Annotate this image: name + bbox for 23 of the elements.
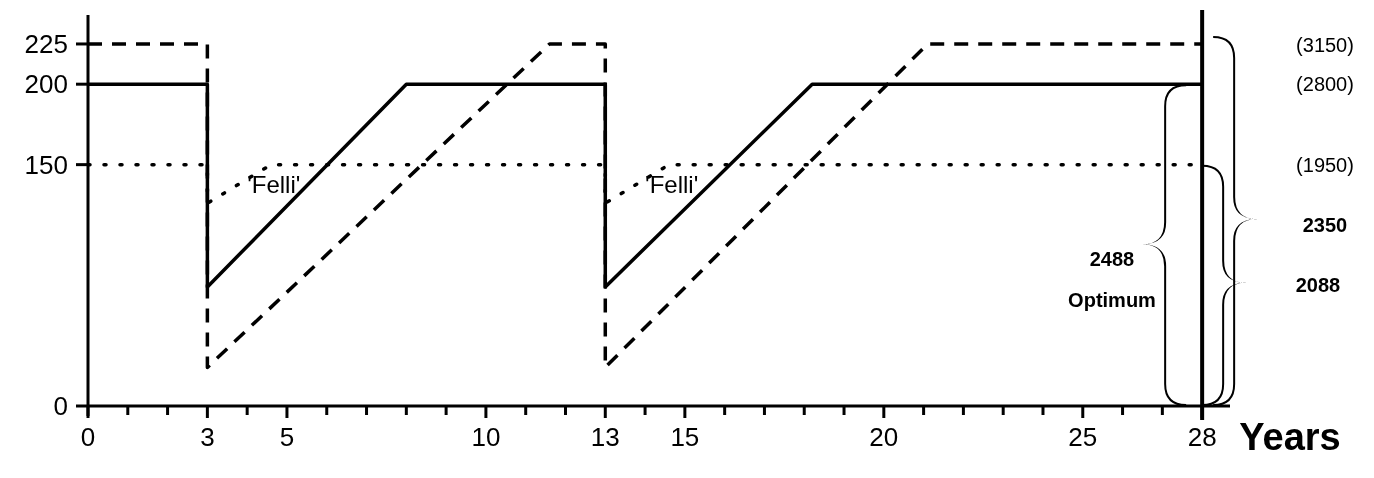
text: 2350	[1302, 214, 1348, 236]
y-tick-label: 0	[53, 391, 68, 421]
text: (3150)	[1296, 34, 1354, 56]
text: (1950)	[1296, 154, 1354, 176]
x-tick-label: 25	[1068, 422, 1098, 452]
y-tick-label: 200	[24, 69, 68, 100]
annotation: 'Felli'	[645, 170, 699, 198]
x-tick-label: 13	[590, 422, 620, 452]
text: (2800)	[1296, 73, 1354, 95]
annotation: Optimum	[1068, 289, 1156, 311]
x-tick-label: 28	[1187, 422, 1217, 452]
x-tick-label: 0	[80, 422, 96, 452]
x-tick-label: 5	[279, 422, 295, 452]
x-tick-label: 10	[471, 422, 501, 452]
y-tick-label: 225	[24, 28, 68, 59]
y-tick-label: 150	[24, 149, 68, 180]
text: 2088	[1295, 274, 1341, 296]
annotation: 2488	[1089, 248, 1135, 270]
x-tick-label: 20	[869, 422, 899, 452]
x-axis-title: Years	[1239, 416, 1341, 458]
x-tick-label: 3	[200, 422, 215, 452]
x-tick-label: 15	[670, 422, 700, 452]
annotation: 'Felli'	[247, 170, 301, 198]
